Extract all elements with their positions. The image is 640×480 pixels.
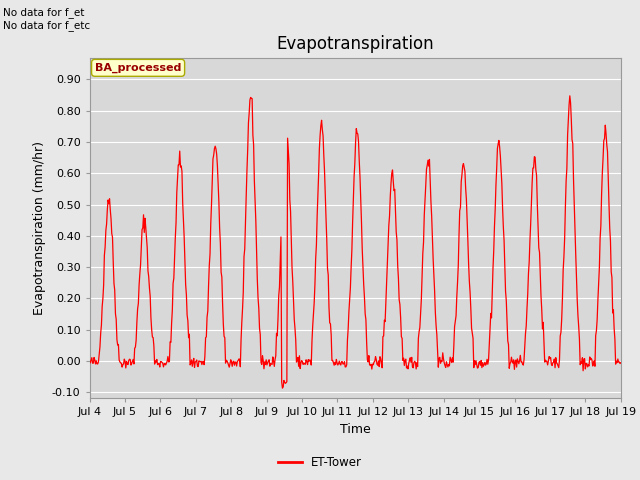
Text: No data for f_et: No data for f_et bbox=[3, 7, 84, 18]
Title: Evapotranspiration: Evapotranspiration bbox=[276, 35, 434, 53]
Text: BA_processed: BA_processed bbox=[95, 63, 181, 73]
Legend: ET-Tower: ET-Tower bbox=[273, 452, 367, 474]
X-axis label: Time: Time bbox=[340, 423, 371, 436]
Text: No data for f_etc: No data for f_etc bbox=[3, 20, 90, 31]
Y-axis label: Evapotranspiration (mm/hr): Evapotranspiration (mm/hr) bbox=[33, 141, 46, 315]
